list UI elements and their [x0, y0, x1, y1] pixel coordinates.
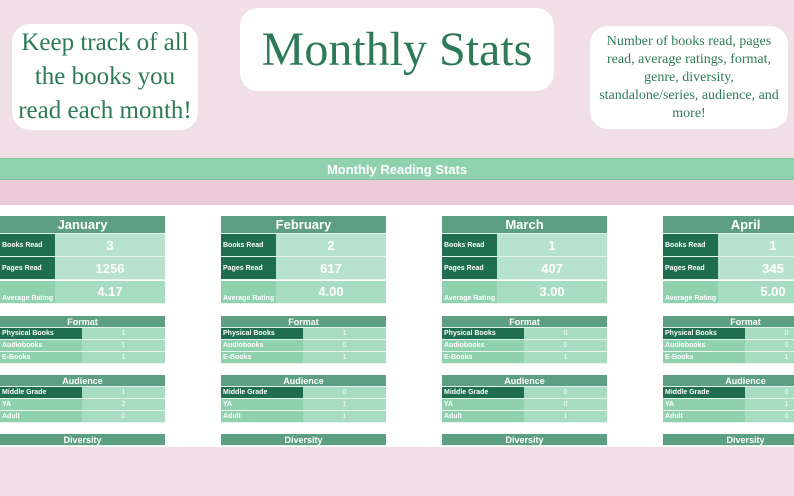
left-note: Keep track of all the books you read eac…	[12, 24, 198, 130]
row-label: Middle Grade	[663, 387, 745, 399]
stat-value: 4.17	[55, 280, 165, 304]
stat-value: 5.00	[718, 280, 794, 304]
row-value: 1	[82, 387, 165, 399]
stat-value: 407	[497, 257, 607, 281]
section-title: Diversity	[0, 434, 165, 446]
stat-label: Books Read	[663, 234, 718, 257]
row-label: Audiobooks	[0, 340, 82, 352]
row-value: 0	[745, 411, 794, 423]
band-title: Monthly Reading Stats	[0, 158, 794, 180]
stat-label: Average Rating	[0, 280, 55, 304]
row-value: 0	[745, 387, 794, 399]
stat-label: Books Read	[442, 234, 497, 257]
stat-label: Pages Read	[663, 257, 718, 281]
page-title: Monthly Stats	[240, 8, 554, 91]
row-value: 0	[745, 328, 794, 340]
row-value: 1	[303, 411, 386, 423]
row-label: YA	[663, 399, 745, 411]
row-value: 0	[524, 328, 607, 340]
stat-value: 4.00	[276, 280, 386, 304]
section-title: Format	[221, 316, 386, 328]
row-value: 1	[82, 340, 165, 352]
row-value: 0	[82, 411, 165, 423]
strip	[0, 180, 794, 205]
stat-value: 1	[718, 234, 794, 257]
row-value: 1	[524, 411, 607, 423]
month-title: April	[663, 216, 794, 234]
row-value: 0	[524, 399, 607, 411]
stat-value: 1	[497, 234, 607, 257]
section-title: Format	[442, 316, 607, 328]
row-value: 0	[303, 387, 386, 399]
row-label: E-Books	[663, 352, 745, 364]
row-label: Adult	[442, 411, 524, 423]
stat-label: Pages Read	[221, 257, 276, 281]
row-label: Physical Books	[0, 328, 82, 340]
row-label: E-Books	[442, 352, 524, 364]
stat-label: Pages Read	[442, 257, 497, 281]
right-note: Number of books read, pages read, averag…	[590, 26, 788, 129]
row-label: Physical Books	[221, 328, 303, 340]
row-value: 1	[745, 399, 794, 411]
section-title: Audience	[221, 375, 386, 387]
row-label: YA	[221, 399, 303, 411]
section-title: Format	[663, 316, 794, 328]
month-title: February	[221, 216, 386, 234]
stat-value: 2	[276, 234, 386, 257]
row-label: Middle Grade	[0, 387, 82, 399]
row-label: Middle Grade	[442, 387, 524, 399]
month-title: January	[0, 216, 165, 234]
row-label: YA	[0, 399, 82, 411]
row-label: YA	[442, 399, 524, 411]
row-value: 0	[745, 340, 794, 352]
section-title: Audience	[0, 375, 165, 387]
stat-value: 1256	[55, 257, 165, 281]
section-title: Format	[0, 316, 165, 328]
stat-label: Pages Read	[0, 257, 55, 281]
row-label: Middle Grade	[221, 387, 303, 399]
section-title: Audience	[442, 375, 607, 387]
row-label: Adult	[221, 411, 303, 423]
row-value: 1	[82, 352, 165, 364]
row-value: 1	[745, 352, 794, 364]
section-title: Diversity	[663, 434, 794, 446]
row-label: Audiobooks	[442, 340, 524, 352]
section-title: Diversity	[221, 434, 386, 446]
row-value: 2	[82, 399, 165, 411]
row-value: 1	[303, 352, 386, 364]
row-label: Physical Books	[663, 328, 745, 340]
row-value: 1	[82, 328, 165, 340]
row-label: Audiobooks	[663, 340, 745, 352]
row-value: 1	[303, 399, 386, 411]
stat-value: 617	[276, 257, 386, 281]
row-value: 0	[524, 387, 607, 399]
stat-value: 3.00	[497, 280, 607, 304]
row-label: Adult	[663, 411, 745, 423]
row-value: 0	[303, 340, 386, 352]
stat-value: 3	[55, 234, 165, 257]
stat-label: Average Rating	[442, 280, 497, 304]
row-value: 0	[524, 340, 607, 352]
row-label: Audiobooks	[221, 340, 303, 352]
section-title: Audience	[663, 375, 794, 387]
row-value: 1	[524, 352, 607, 364]
section-title: Diversity	[442, 434, 607, 446]
row-label: Physical Books	[442, 328, 524, 340]
stat-label: Average Rating	[663, 280, 718, 304]
row-label: Adult	[0, 411, 82, 423]
stat-value: 345	[718, 257, 794, 281]
row-label: E-Books	[0, 352, 82, 364]
stat-label: Average Rating	[221, 280, 276, 304]
row-value: 1	[303, 328, 386, 340]
stat-label: Books Read	[0, 234, 55, 257]
stat-label: Books Read	[221, 234, 276, 257]
month-title: March	[442, 216, 607, 234]
row-label: E-Books	[221, 352, 303, 364]
